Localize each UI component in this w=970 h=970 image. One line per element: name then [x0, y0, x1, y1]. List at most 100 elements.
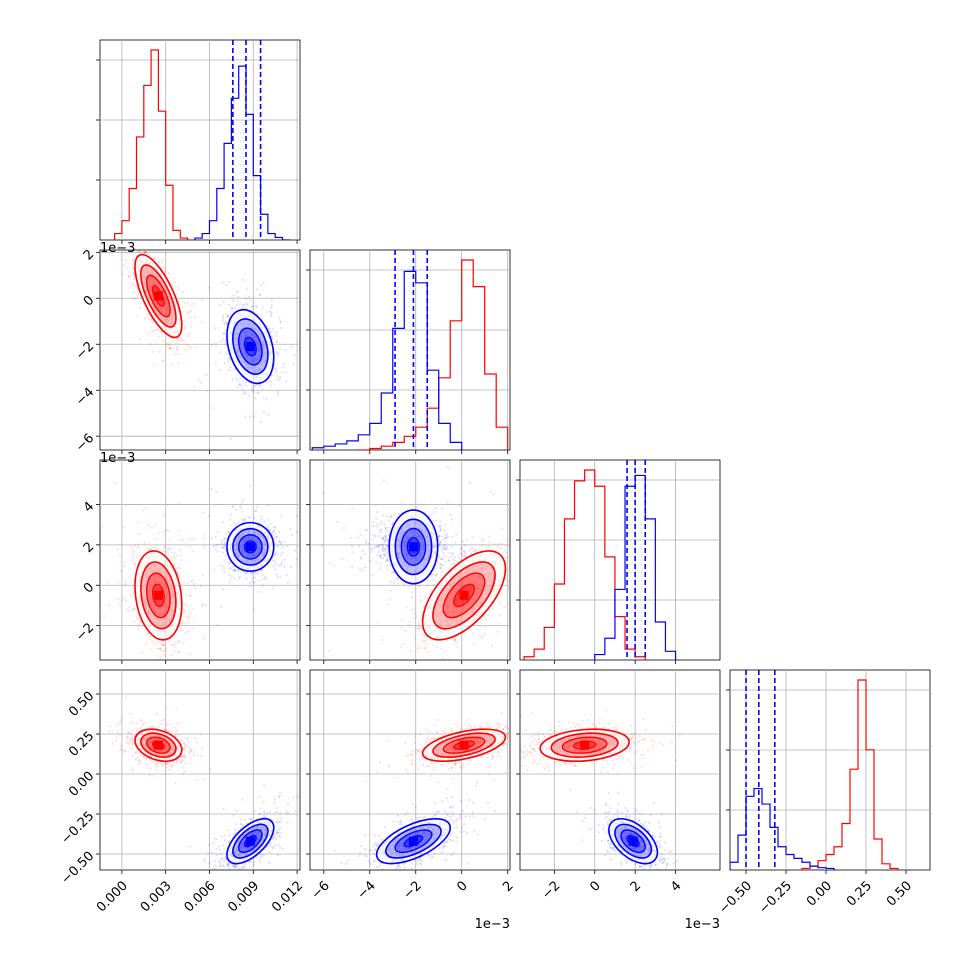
scatter-point [192, 302, 195, 305]
scatter-point [224, 544, 227, 547]
scatter-point [275, 551, 279, 554]
scatter-point [241, 278, 244, 282]
scatter-point [483, 632, 487, 636]
scatter-point [248, 415, 251, 418]
panel-content [320, 466, 518, 664]
scatter-point [147, 332, 150, 335]
scatter-point [169, 547, 172, 550]
scatter-point [511, 560, 513, 562]
scatter-point [180, 622, 184, 625]
scatter-point [400, 646, 403, 649]
scatter-point [149, 343, 152, 346]
scatter-point [183, 610, 186, 613]
scatter-point [275, 340, 278, 343]
scatter-point [222, 546, 226, 549]
scatter-point [189, 304, 192, 307]
scatter-point [165, 647, 168, 650]
panel-content [113, 40, 290, 240]
scatter-point [388, 662, 390, 664]
scatter-point [417, 622, 420, 625]
panel-0-0 [96, 39, 301, 244]
scatter-point [149, 319, 152, 322]
scatter-point [132, 608, 135, 611]
scatter-point [203, 634, 206, 637]
scatter-point [127, 609, 130, 612]
scatter-point [153, 363, 156, 367]
scatter-point [133, 544, 137, 547]
scatter-point [261, 578, 264, 581]
scatter-point [158, 350, 161, 353]
scatter-point [249, 585, 252, 588]
scatter-point [200, 321, 203, 324]
scatter-point [170, 282, 174, 285]
scatter-point [179, 337, 183, 340]
scatter-point [197, 379, 200, 382]
scatter-point [253, 385, 256, 388]
scatter-point [220, 546, 223, 549]
scatter-point [435, 646, 438, 649]
scatter-point [88, 186, 90, 188]
scatter-point [278, 316, 281, 320]
scatter-point [258, 293, 261, 296]
scatter-point [135, 245, 137, 247]
scatter-point [210, 537, 214, 540]
scatter-point [491, 644, 494, 647]
scatter-point [283, 558, 286, 561]
scatter-point [249, 299, 252, 302]
scatter-point [409, 649, 413, 652]
scatter-point [149, 648, 152, 651]
scatter-point [224, 342, 227, 345]
scatter-point [516, 577, 518, 579]
scatter-point [243, 519, 246, 522]
scatter-point [152, 329, 155, 332]
scatter-point [425, 584, 429, 587]
scatter-point [124, 578, 127, 581]
scatter-point [232, 568, 235, 572]
scatter-point [271, 558, 274, 561]
scatter-point [270, 334, 273, 338]
scatter-point [148, 243, 150, 245]
scatter-point [154, 329, 157, 332]
scatter-point [128, 271, 131, 274]
scatter-point [446, 466, 449, 469]
scatter-point [257, 391, 261, 394]
scatter-point [162, 360, 165, 363]
scatter-point [170, 338, 174, 341]
scatter-point [152, 257, 156, 260]
scatter-point [181, 622, 184, 625]
scatter-point [293, 354, 296, 357]
scatter-point [416, 647, 419, 650]
scatter-point [136, 315, 139, 318]
scatter-point [286, 581, 290, 584]
scatter-point [261, 387, 264, 390]
scatter-point [248, 394, 251, 398]
scatter-point [252, 415, 256, 418]
scatter-point [157, 262, 160, 265]
scatter-point [505, 551, 508, 554]
scatter-point [159, 658, 162, 660]
scatter-point [190, 538, 194, 542]
scatter-point [136, 250, 139, 252]
scatter-point [234, 377, 238, 380]
scatter-point [135, 286, 138, 289]
scatter-point [132, 260, 135, 263]
scatter-point [156, 659, 159, 660]
scatter-point [273, 367, 276, 370]
scatter-point [460, 552, 464, 555]
scatter-point [273, 526, 277, 529]
scatter-point [261, 306, 264, 309]
scatter-point [499, 546, 502, 549]
scatter-point [274, 562, 277, 566]
scatter-point [208, 286, 211, 289]
scatter-point [138, 250, 142, 254]
scatter-point [127, 275, 131, 278]
scatter-point [171, 644, 174, 647]
scatter-point [144, 251, 147, 254]
scatter-point [278, 540, 281, 543]
scatter-point [133, 607, 136, 610]
scatter-point [161, 642, 164, 645]
scatter-point [295, 558, 298, 561]
scatter-point [278, 378, 282, 381]
scatter-point [186, 621, 190, 624]
scatter-point [260, 515, 263, 518]
